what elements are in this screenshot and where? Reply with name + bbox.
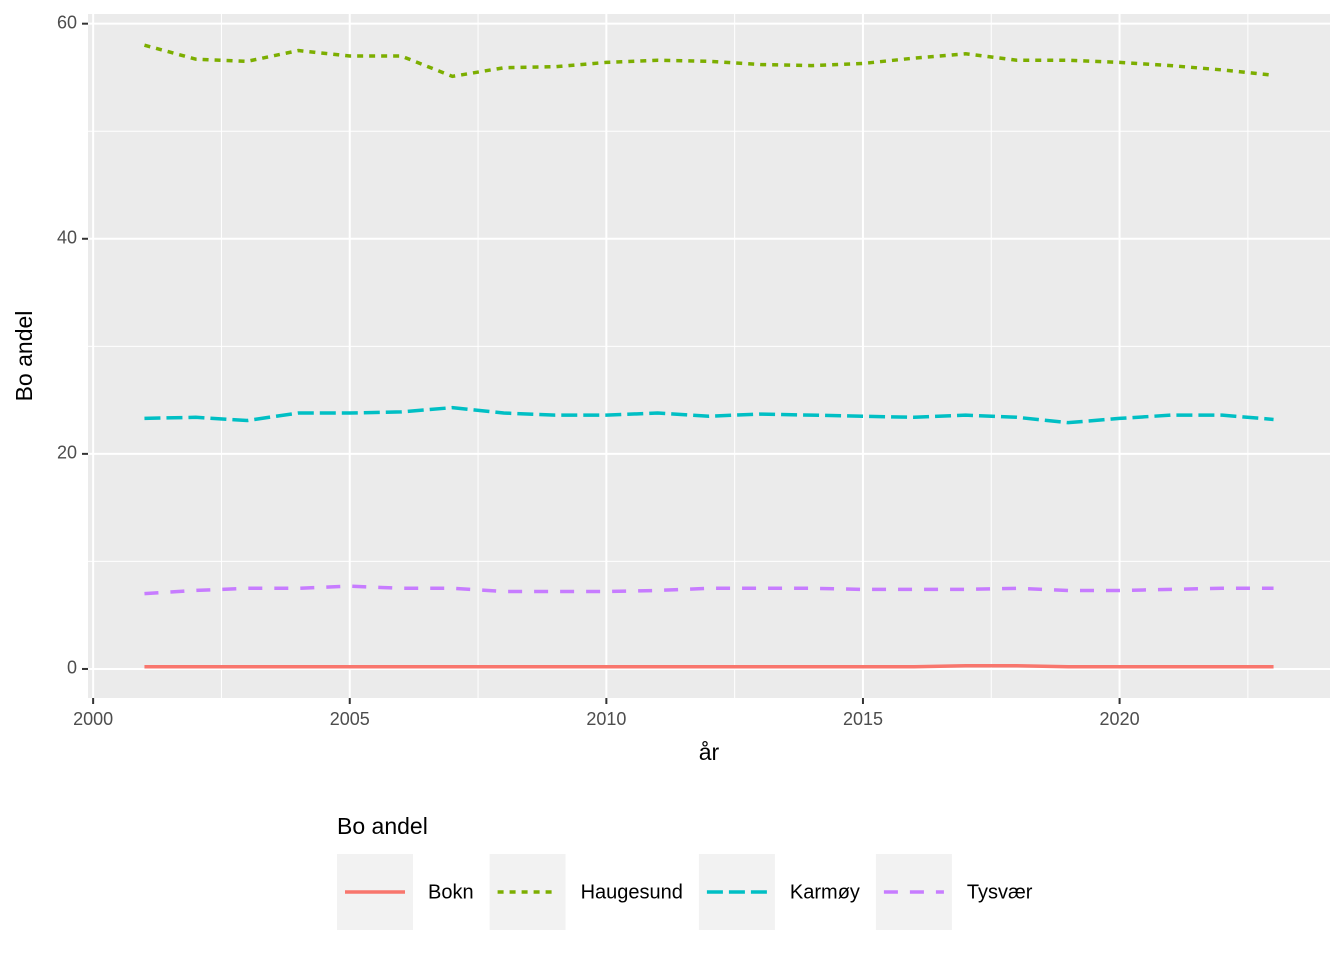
- y-tick-label: 40: [57, 228, 77, 248]
- series-line: [144, 663, 1274, 669]
- x-axis-title: år: [699, 739, 720, 765]
- y-tick-label: 20: [57, 443, 77, 463]
- legend-label: Tysvær: [967, 881, 1033, 903]
- series-line: [144, 584, 1274, 596]
- legend-title: Bo andel: [337, 813, 428, 839]
- series-line: [144, 405, 1274, 425]
- y-tick-label: 60: [57, 12, 77, 32]
- x-tick-label: 2010: [586, 709, 626, 729]
- x-tick-label: 2020: [1100, 709, 1140, 729]
- legend-label: Karmøy: [790, 881, 860, 903]
- series-line: [143, 43, 1274, 79]
- plot-area: [82, 14, 1330, 704]
- x-tick-label: 2005: [330, 709, 370, 729]
- legend-label: Bokn: [428, 881, 474, 903]
- legend-label: Haugesund: [581, 881, 683, 903]
- x-tick-label: 2015: [843, 709, 883, 729]
- x-tick-label: 2000: [73, 709, 113, 729]
- y-tick-label: 0: [67, 658, 77, 678]
- y-axis-title: Bo andel: [11, 311, 37, 402]
- panel-background: [88, 14, 1330, 698]
